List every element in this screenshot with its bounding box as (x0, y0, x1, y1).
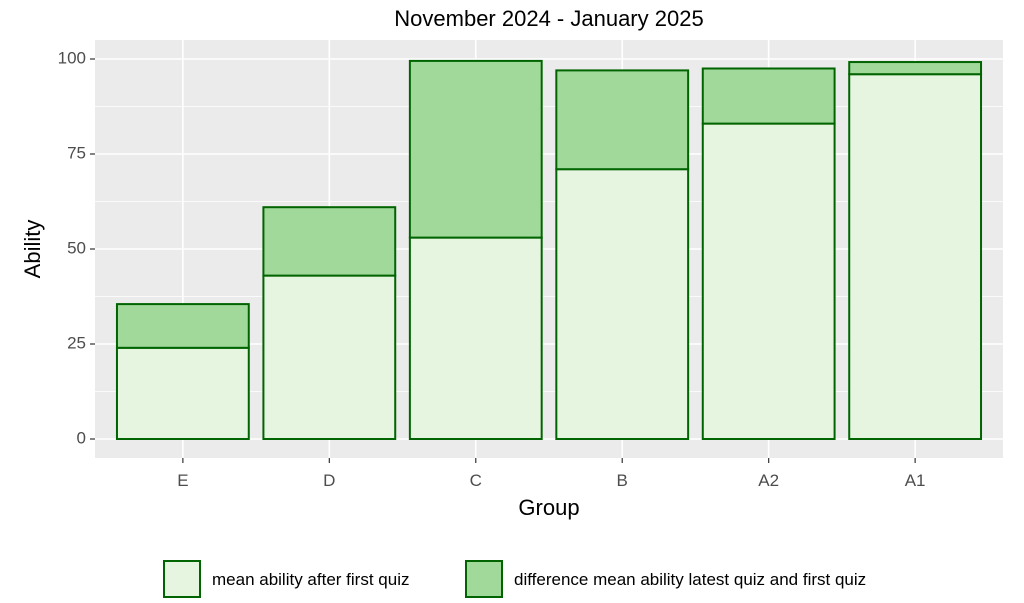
y-tick-label: 100 (58, 48, 86, 67)
y-tick-label: 50 (67, 238, 86, 257)
bar-segment-difference (701, 67, 836, 125)
y-tick-label: 0 (77, 428, 86, 447)
x-axis-title: Group (518, 495, 579, 520)
x-tick-label: A2 (758, 471, 779, 490)
bar-segment-difference (115, 303, 250, 349)
bar-segment-mean-ability (848, 73, 983, 440)
bar-segment-difference (262, 206, 397, 277)
x-tick-label: C (470, 471, 482, 490)
bar-segment-mean-ability (555, 168, 690, 440)
chart-title: November 2024 - January 2025 (394, 6, 703, 31)
y-axis: 0 25 50 75 100 (58, 48, 95, 447)
y-tick-label: 25 (67, 333, 86, 352)
legend-label-difference: difference mean ability latest quiz and … (514, 570, 866, 589)
bar-segment-difference (408, 59, 543, 239)
bars (115, 59, 983, 440)
legend-key-difference (465, 560, 503, 598)
bar-segment-mean-ability (262, 274, 397, 440)
bar-segment-mean-ability (115, 346, 250, 440)
legend: mean ability after first quiz difference… (163, 560, 866, 598)
x-tick-label: A1 (905, 471, 926, 490)
bar-segment-mean-ability (408, 236, 543, 440)
x-tick-label: E (177, 471, 188, 490)
x-axis: E D C B A2 A1 (177, 458, 926, 490)
bar-segment-difference (555, 69, 690, 171)
x-tick-label: D (323, 471, 335, 490)
bar-segment-difference (848, 61, 983, 76)
y-axis-title: Ability (20, 220, 45, 279)
x-tick-label: B (617, 471, 628, 490)
legend-label-mean-ability: mean ability after first quiz (212, 570, 409, 589)
bar-segment-mean-ability (701, 122, 836, 440)
legend-key-mean-ability (163, 560, 201, 598)
y-tick-label: 75 (67, 143, 86, 162)
